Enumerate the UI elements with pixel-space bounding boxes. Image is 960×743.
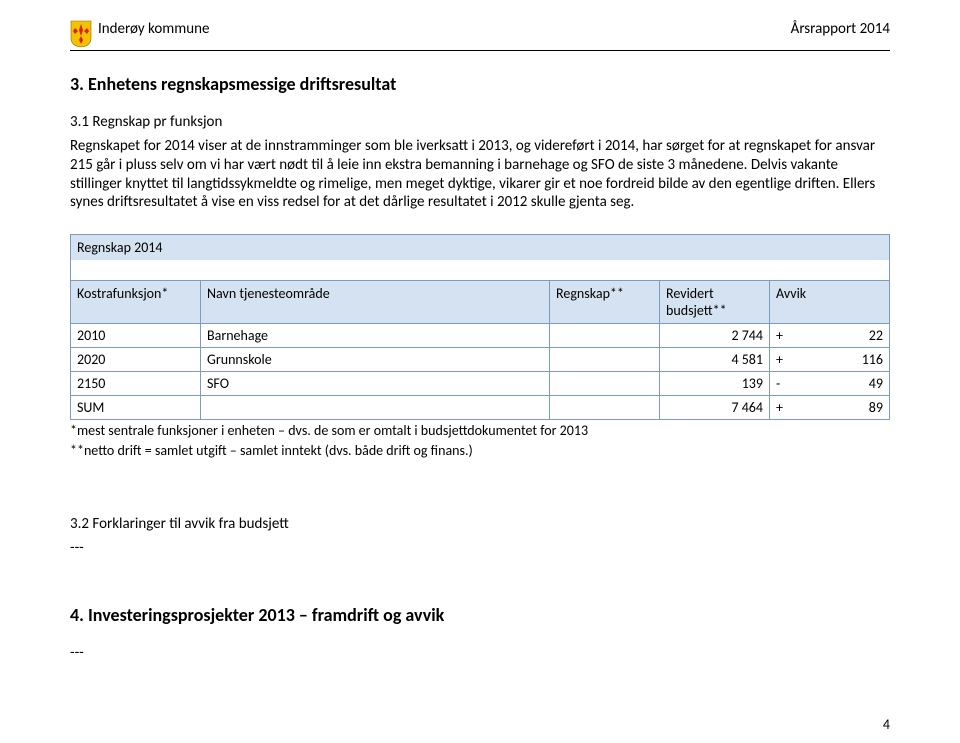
table-footnote-2: **netto drift = samlet utgift – samlet i… [70, 442, 890, 460]
cell-regnskap [550, 396, 660, 420]
col-revidert: Revidert budsjett** [660, 281, 770, 324]
cell-code: 2150 [71, 372, 201, 396]
municipality-name: Inderøy kommune [98, 20, 209, 38]
cell-budsjett: 4 581 [660, 348, 770, 372]
table-header-row: Kostrafunksjon* Navn tjenesteområde Regn… [71, 281, 890, 324]
table-spacer-row [70, 260, 890, 280]
cell-code: 2020 [71, 348, 201, 372]
col-kostrafunksjon: Kostrafunksjon* [71, 281, 201, 324]
page-number: 4 [883, 716, 890, 733]
col-avvik: Avvik [770, 281, 890, 324]
header-left: Inderøy kommune [70, 20, 209, 48]
avvik-sign: + [776, 399, 783, 416]
cell-avvik: + 89 [770, 396, 890, 420]
cell-name: Barnehage [201, 324, 550, 348]
avvik-value: 116 [862, 351, 883, 368]
table-title: Regnskap 2014 [70, 234, 890, 260]
avvik-value: 89 [869, 399, 883, 416]
cell-budsjett: 139 [660, 372, 770, 396]
col-navn: Navn tjenesteområde [201, 281, 550, 324]
table-footnote-1: *mest sentrale funksjoner i enheten – dv… [70, 422, 890, 440]
municipality-crest-icon [70, 20, 92, 48]
table-row: 2010 Barnehage 2 744 + 22 [71, 324, 890, 348]
cell-avvik: + 22 [770, 324, 890, 348]
section-3-heading: 3. Enhetens regnskapsmessige driftsresul… [70, 73, 890, 95]
avvik-value: 22 [869, 327, 883, 344]
cell-regnskap [550, 348, 660, 372]
section-3-1-body: Regnskapet for 2014 viser at de innstram… [70, 137, 890, 212]
cell-name: Grunnskole [201, 348, 550, 372]
section-3-1-title: 3.1 Regnskap pr funksjon [70, 113, 890, 131]
table-row: SUM 7 464 + 89 [71, 396, 890, 420]
regnskap-table: Kostrafunksjon* Navn tjenesteområde Regn… [70, 280, 890, 420]
table-row: 2150 SFO 139 - 49 [71, 372, 890, 396]
regnskap-table-wrap: Regnskap 2014 Kostrafunksjon* Navn tjene… [70, 234, 890, 459]
avvik-sign: + [776, 327, 783, 344]
cell-regnskap [550, 324, 660, 348]
section-3-2-body: --- [70, 539, 890, 558]
avvik-sign: - [776, 375, 780, 392]
avvik-sign: + [776, 351, 783, 368]
cell-budsjett: 2 744 [660, 324, 770, 348]
report-title: Årsrapport 2014 [791, 20, 890, 38]
table-row: 2020 Grunnskole 4 581 + 116 [71, 348, 890, 372]
col-regnskap: Regnskap** [550, 281, 660, 324]
section-3-2-heading: 3.2 Forklaringer til avvik fra budsjett [70, 515, 890, 533]
page-header: Inderøy kommune Årsrapport 2014 [70, 20, 890, 51]
cell-code: 2010 [71, 324, 201, 348]
cell-regnskap [550, 372, 660, 396]
cell-code: SUM [71, 396, 201, 420]
cell-avvik: - 49 [770, 372, 890, 396]
cell-budsjett: 7 464 [660, 396, 770, 420]
cell-name: SFO [201, 372, 550, 396]
avvik-value: 49 [869, 375, 883, 392]
section-4-heading: 4. Investeringsprosjekter 2013 – framdri… [70, 604, 890, 626]
cell-avvik: + 116 [770, 348, 890, 372]
section-4-body: --- [70, 644, 890, 663]
cell-name [201, 396, 550, 420]
